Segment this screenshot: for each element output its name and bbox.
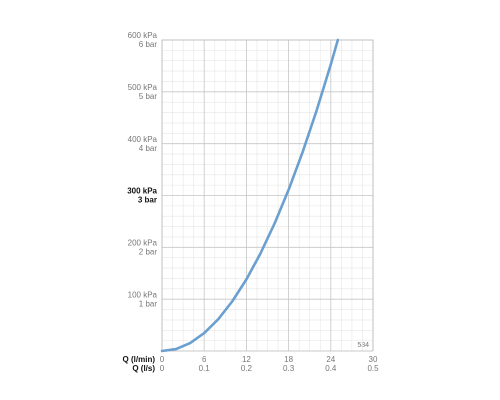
x-tick-label: 18 — [284, 355, 293, 364]
y2-tick-label: 4 bar — [139, 144, 158, 153]
x-tick-label: 0 — [160, 355, 165, 364]
x-tick-label: 12 — [242, 355, 251, 364]
y2-tick-label: 1 bar — [139, 299, 158, 308]
x2-tick-label: 0.3 — [283, 364, 295, 373]
y-tick-label: 100 kPa — [128, 290, 158, 299]
y2-tick-label: 6 bar — [139, 40, 158, 49]
y-tick-label: 200 kPa — [128, 238, 158, 247]
x-tick-label: 6 — [202, 355, 207, 364]
x2-tick-label: 0.5 — [367, 364, 379, 373]
y2-tick-label: 3 bar — [138, 196, 157, 205]
x2-tick-label: 0.1 — [199, 364, 211, 373]
x-axis-label: Q (l/min) — [123, 355, 156, 364]
x-tick-label: 24 — [326, 355, 335, 364]
annotation: 534 — [357, 342, 369, 349]
y-tick-label: 300 kPa — [127, 187, 157, 196]
x2-tick-label: 0.4 — [325, 364, 337, 373]
x2-tick-label: 0 — [160, 364, 165, 373]
x2-tick-label: 0.2 — [241, 364, 253, 373]
y-tick-label: 600 kPa — [128, 31, 158, 40]
x2-axis-label: Q (l/s) — [132, 364, 155, 373]
y2-tick-label: 5 bar — [139, 92, 158, 101]
x-tick-label: 30 — [369, 355, 378, 364]
grid — [161, 39, 374, 351]
curve — [160, 38, 340, 353]
y2-tick-label: 2 bar — [139, 247, 158, 256]
y-tick-label: 500 kPa — [128, 83, 158, 92]
y-tick-label: 400 kPa — [128, 135, 158, 144]
plot-frame — [161, 39, 374, 352]
